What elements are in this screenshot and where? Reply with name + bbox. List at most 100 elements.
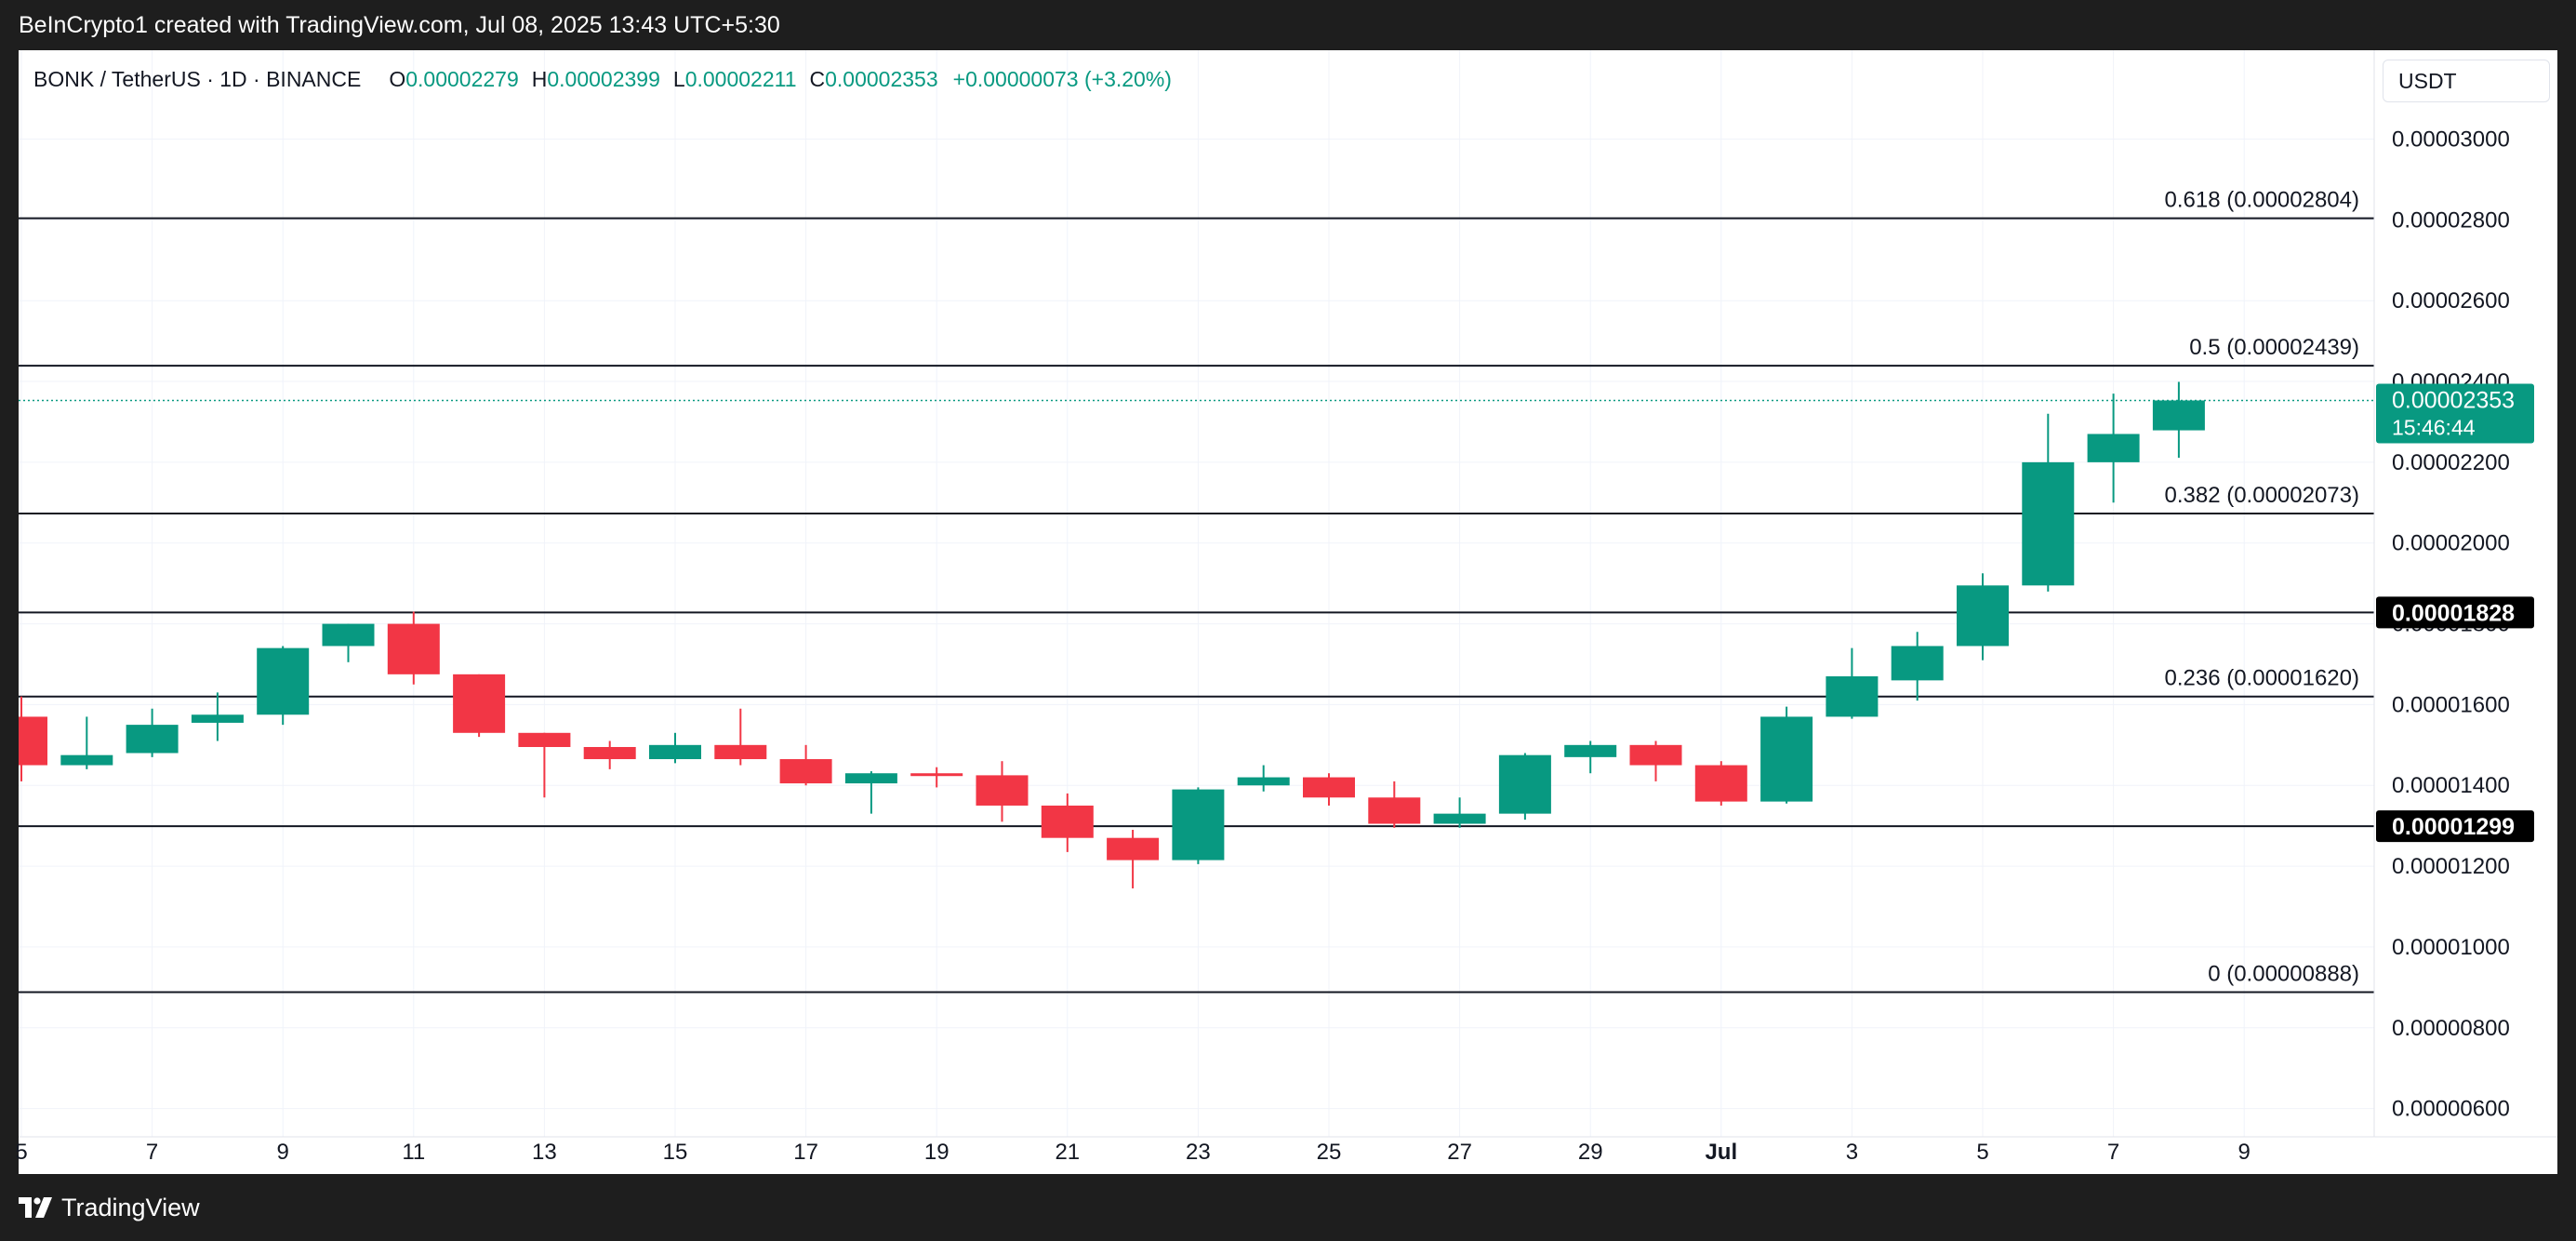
high-value: 0.00002399 — [547, 66, 660, 91]
fib-level-label: 0.618 (0.00002804) — [2164, 188, 2359, 213]
candle[interactable] — [19, 696, 47, 781]
ohlc-legend: BONK / TetherUS · 1D · BINANCE O 0.000022… — [33, 65, 1172, 93]
time-tick-label: 17 — [793, 1140, 818, 1165]
candle[interactable] — [844, 771, 897, 814]
tradingview-logo[interactable]: TradingView — [19, 1194, 200, 1222]
candle-body — [1172, 789, 1225, 861]
candle-body — [1629, 744, 1682, 766]
candle-body — [1433, 813, 1486, 824]
candle-body — [1957, 585, 2009, 647]
candle[interactable] — [1107, 830, 1160, 888]
candle[interactable] — [2152, 381, 2205, 459]
candle[interactable] — [1433, 797, 1486, 828]
bar-countdown: 15:46:44 — [2392, 415, 2476, 439]
candle-body — [844, 773, 897, 784]
candle[interactable] — [1694, 761, 1747, 806]
price-tick-label: 0.00002200 — [2392, 450, 2510, 475]
candle-body — [910, 773, 963, 777]
candle-body — [518, 732, 571, 747]
time-axis: 5 7 9 11 13 15 17 19 21 23 25 27 29 Jul 3 5 7 9 — [15, 1136, 2557, 1174]
last-price-tag — [2376, 383, 2534, 444]
candle-body — [583, 746, 636, 760]
candle[interactable] — [583, 741, 636, 769]
open-label: O — [389, 66, 406, 91]
fib-level-label: 0.5 (0.00002439) — [2189, 335, 2359, 360]
candle[interactable] — [453, 674, 506, 738]
candle-body — [1303, 777, 1355, 798]
candle-body — [1694, 765, 1747, 802]
candle[interactable] — [1041, 793, 1094, 852]
high-label: H — [531, 66, 548, 91]
fib-level-label: 0 (0.00000888) — [2208, 962, 2359, 987]
time-tick-label: 9 — [2238, 1140, 2251, 1165]
candle[interactable] — [1957, 573, 2009, 661]
candle-body — [322, 623, 375, 647]
candle-body — [779, 759, 832, 784]
candle[interactable] — [60, 716, 113, 769]
close-value: 0.00002353 — [825, 66, 938, 91]
time-tick-label: 19 — [924, 1140, 949, 1165]
candle[interactable] — [976, 761, 1029, 822]
candle[interactable] — [649, 732, 701, 764]
time-tick-label: 23 — [1186, 1140, 1211, 1165]
candle[interactable] — [518, 732, 571, 798]
time-tick-label: 15 — [663, 1140, 688, 1165]
candle[interactable] — [714, 708, 767, 766]
time-tick-label: 7 — [2107, 1140, 2119, 1165]
price-tick-label: 0.00002600 — [2392, 288, 2510, 314]
level-price-tag — [2376, 810, 2534, 843]
candle[interactable] — [1826, 647, 1879, 719]
time-tick-label: 29 — [1578, 1140, 1603, 1165]
candle-body — [19, 716, 47, 766]
time-tick-label: 13 — [532, 1140, 557, 1165]
time-tick-label: 5 — [15, 1140, 27, 1165]
price-tick-label: 0.00001000 — [2392, 935, 2510, 960]
top-bar: BeInCrypto1 created with TradingView.com… — [0, 0, 2576, 50]
candle-body — [1498, 754, 1551, 814]
candle[interactable] — [387, 611, 440, 685]
time-tick-label: 25 — [1317, 1140, 1342, 1165]
candle[interactable] — [1303, 773, 1355, 806]
candle[interactable] — [1172, 787, 1225, 864]
price-tick-label: 0.00000800 — [2392, 1016, 2510, 1041]
bottom-bar: TradingView — [0, 1174, 2576, 1241]
candle-body — [1891, 646, 1944, 681]
candle[interactable] — [322, 623, 375, 662]
candle[interactable] — [2087, 394, 2140, 503]
candle[interactable] — [2022, 413, 2075, 592]
candle[interactable] — [1629, 741, 1682, 781]
candle[interactable] — [1237, 765, 1290, 792]
price-tick-label: 0.00002000 — [2392, 531, 2510, 556]
price-tick-label: 0.00001600 — [2392, 692, 2510, 717]
candle[interactable] — [910, 767, 963, 788]
candle[interactable] — [1564, 741, 1617, 774]
symbol-label[interactable]: BONK / TetherUS · 1D · BINANCE — [33, 66, 362, 91]
candle-body — [60, 754, 113, 766]
candle[interactable] — [126, 708, 179, 757]
price-tick-label: 0.00002800 — [2392, 207, 2510, 233]
time-tick-label: 21 — [1055, 1140, 1080, 1165]
price-axis-bg — [2374, 50, 2557, 1137]
candle[interactable] — [1760, 706, 1813, 804]
change-value: +0.00000073 (+3.20%) — [952, 66, 1172, 91]
close-label: C — [809, 66, 826, 91]
time-tick-label: 11 — [402, 1140, 425, 1165]
candle-body — [976, 775, 1029, 806]
time-tick-label: 27 — [1447, 1140, 1472, 1165]
candle[interactable] — [191, 692, 244, 741]
candle[interactable] — [257, 646, 310, 726]
candle[interactable] — [1891, 632, 1944, 701]
fib-level-label: 0.382 (0.00002073) — [2164, 483, 2359, 508]
candle-body — [1760, 716, 1813, 802]
level-price-tag-label: 0.00001828 — [2392, 600, 2515, 626]
time-tick-label: 7 — [146, 1140, 158, 1165]
candle[interactable] — [779, 744, 832, 786]
open-value: 0.00002279 — [405, 66, 519, 91]
low-value: 0.00002211 — [684, 66, 797, 91]
candle[interactable] — [1498, 753, 1551, 821]
candle-body — [714, 744, 767, 760]
candle[interactable] — [1368, 781, 1421, 828]
currency-button[interactable]: USDT — [2383, 60, 2550, 102]
candle-body — [257, 647, 310, 715]
